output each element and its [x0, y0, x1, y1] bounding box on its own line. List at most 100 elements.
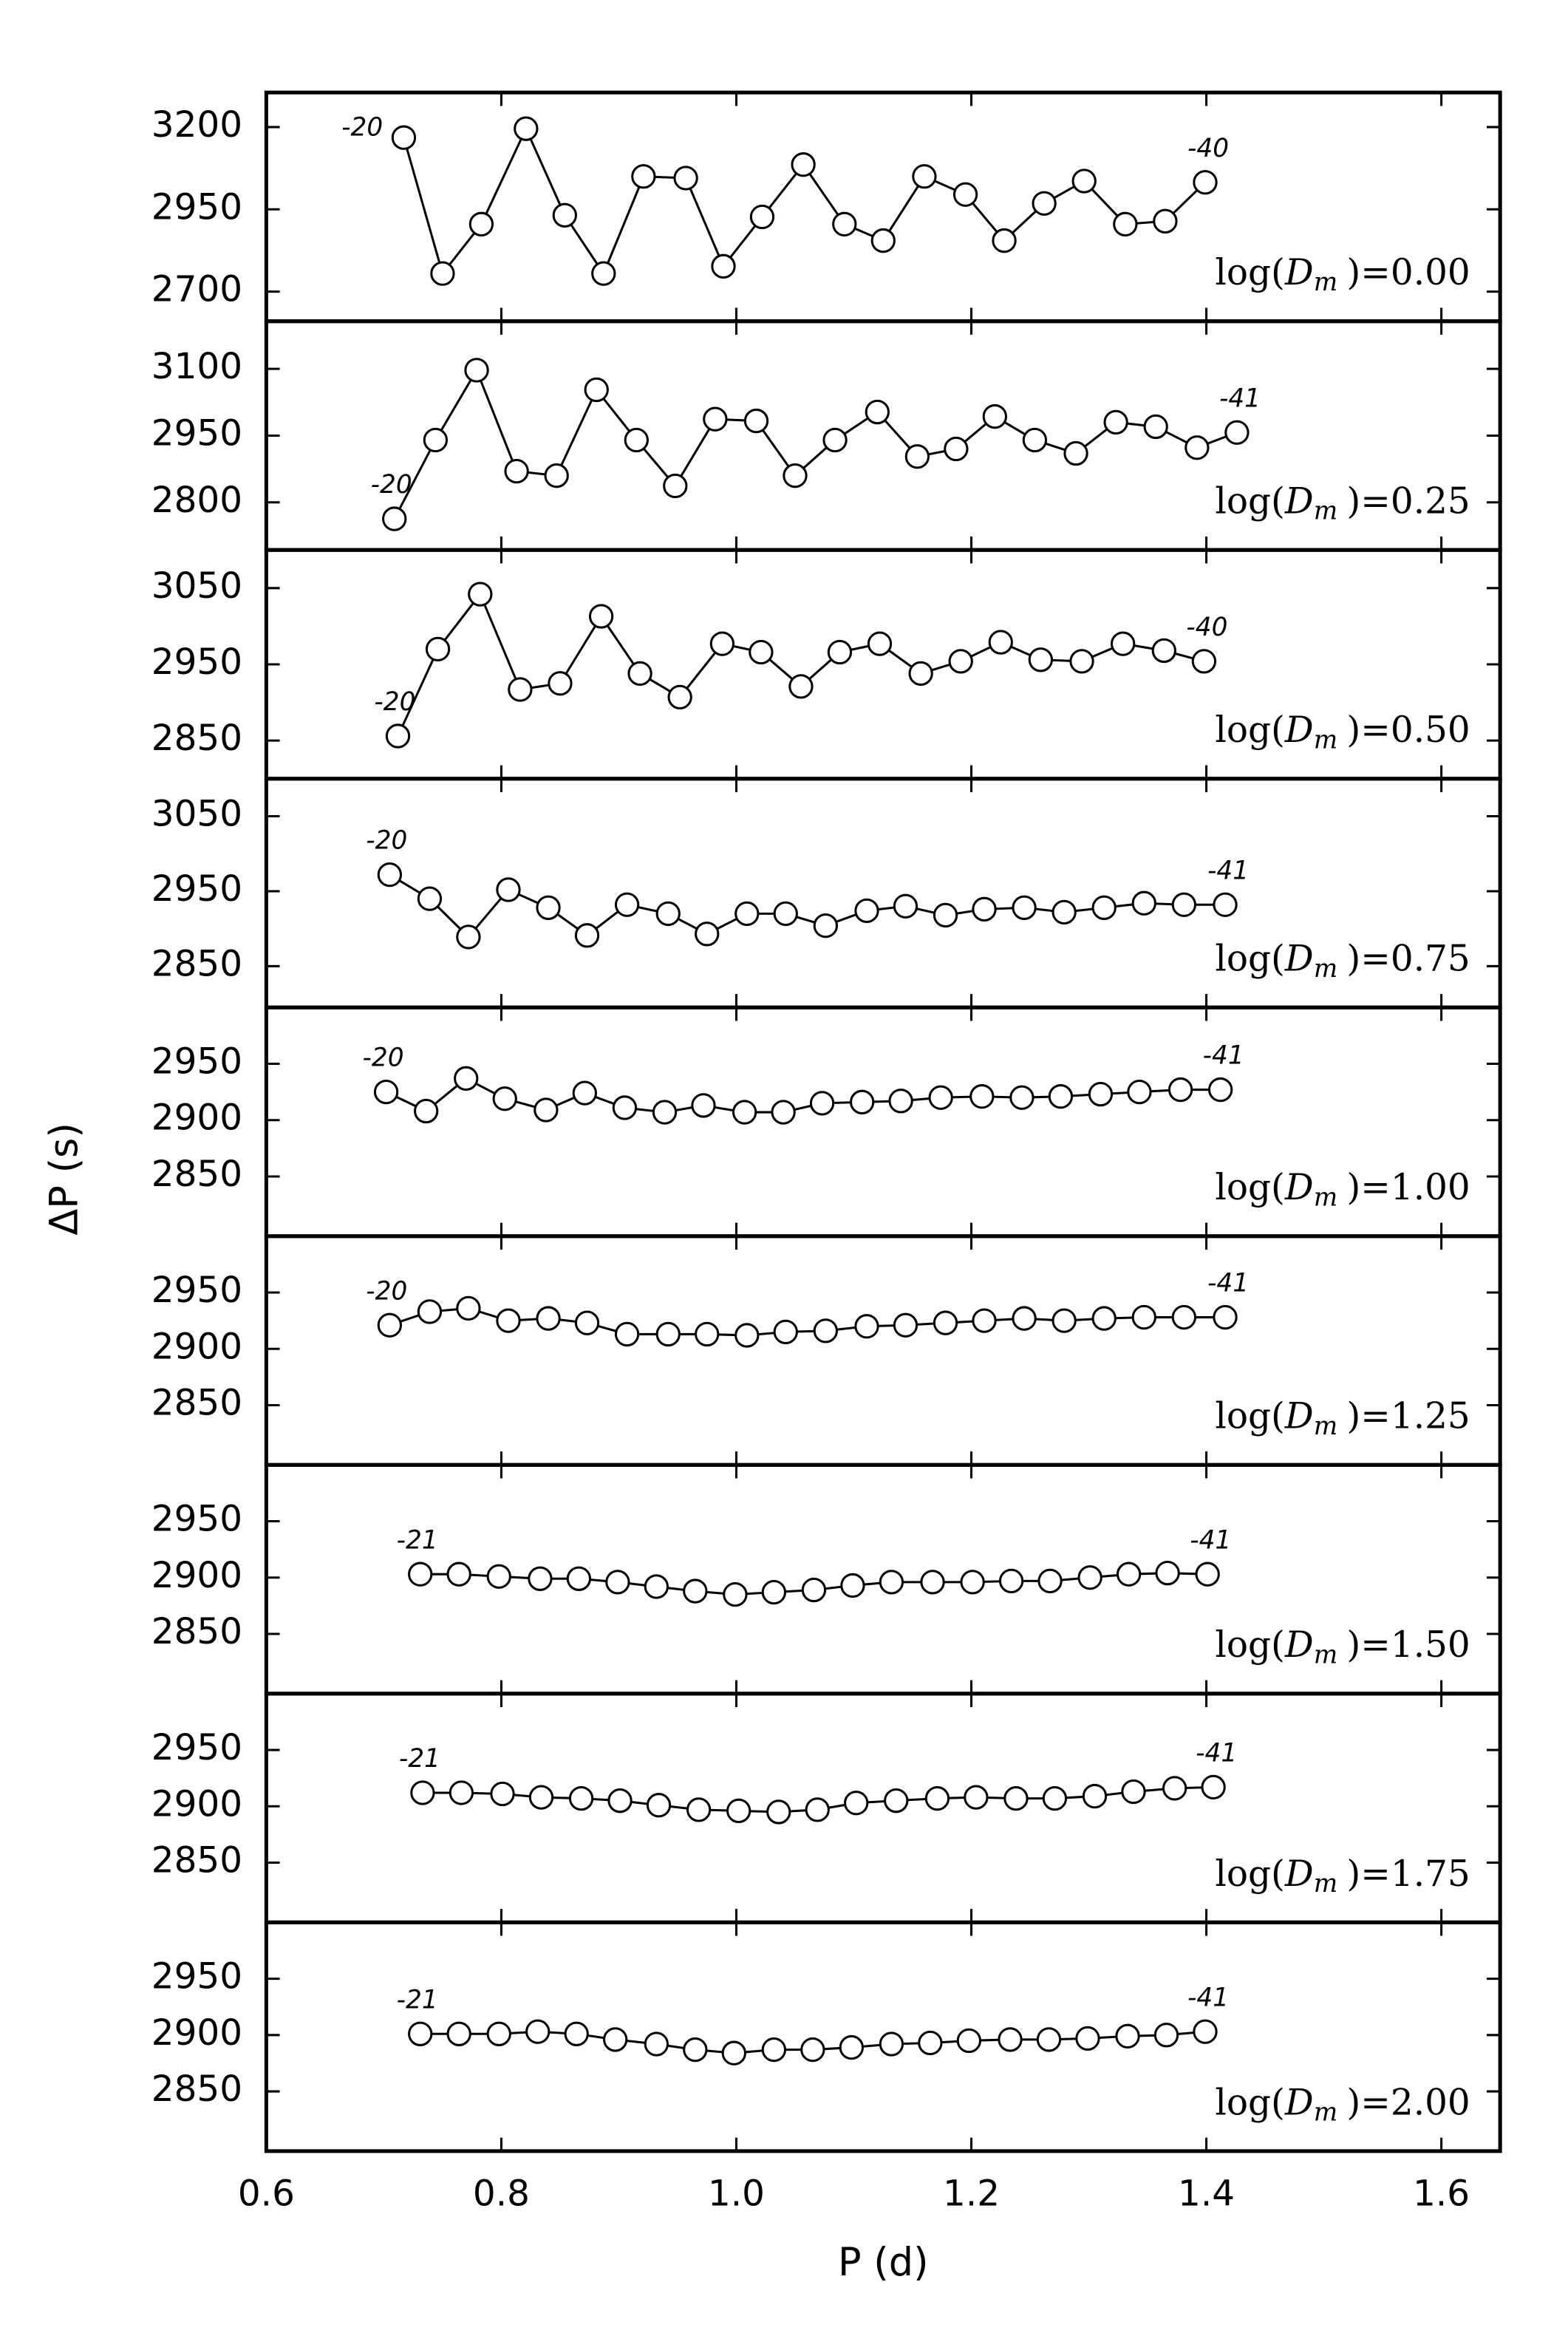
marker [566, 1566, 592, 1591]
marker [928, 1085, 953, 1110]
marker [534, 1097, 559, 1123]
marker [624, 427, 649, 453]
label-var: D [1284, 709, 1314, 751]
marker [564, 2021, 589, 2046]
marker [607, 1788, 633, 1813]
marker [766, 1799, 791, 1825]
label-var: D [1284, 1167, 1314, 1208]
marker [1077, 1565, 1102, 1590]
marker [749, 204, 775, 230]
marker [667, 684, 692, 710]
panel-label: log(Dm)=1.75 [1215, 1853, 1470, 1898]
marker [1224, 420, 1250, 445]
marker [854, 1314, 879, 1339]
y-tick-label: 3100 [151, 346, 242, 387]
y-tick-label: 2950 [151, 1499, 242, 1540]
marker [801, 1577, 827, 1603]
marker [1051, 1308, 1077, 1333]
marker [528, 1566, 553, 1591]
marker [972, 896, 997, 922]
annotation: -20 [341, 113, 383, 143]
marker [373, 1079, 399, 1105]
marker [663, 473, 688, 499]
marker [933, 1310, 958, 1335]
label-var: D [1284, 938, 1314, 979]
marker [879, 1570, 904, 1595]
panel-label: log(Dm)=2.00 [1215, 2082, 1470, 2128]
marker [430, 261, 455, 286]
y-tick-label: 2850 [151, 2068, 242, 2110]
marker [673, 166, 698, 191]
marker [839, 2034, 864, 2060]
marker [1171, 892, 1197, 917]
marker [832, 211, 857, 236]
marker [410, 1780, 435, 1805]
marker [646, 1793, 672, 1818]
y-tick-label: 2950 [151, 186, 242, 228]
marker [614, 1321, 640, 1347]
marker [1193, 2019, 1218, 2044]
y-tick-label: 2900 [151, 1555, 242, 1596]
marker [552, 202, 577, 228]
marker [486, 2021, 511, 2046]
marker [813, 1318, 839, 1343]
panel-label: log(Dm)=0.00 [1215, 252, 1470, 298]
marker [893, 893, 918, 919]
marker [1037, 1568, 1063, 1594]
marker [486, 1564, 511, 1589]
annotation: -20 [366, 1276, 407, 1306]
x-axis-label: P (d) [838, 2240, 929, 2285]
marker [1032, 191, 1057, 216]
marker [1103, 409, 1128, 435]
panel-label: log(Dm)=1.50 [1215, 1624, 1470, 1670]
marker [734, 901, 760, 927]
y-tick-label: 2700 [151, 269, 242, 310]
marker [933, 902, 958, 928]
marker [492, 1086, 517, 1111]
marker [536, 895, 561, 920]
marker [683, 1578, 708, 1604]
marker [655, 1321, 681, 1347]
label-rest: )=0.50 [1346, 709, 1470, 751]
marker [1003, 1785, 1029, 1811]
marker [1116, 1561, 1142, 1587]
marker [496, 1308, 521, 1333]
label-sub: m [1314, 725, 1338, 755]
marker [1111, 631, 1136, 656]
y-tick-label: 2900 [151, 1783, 242, 1825]
annotation: -40 [1186, 613, 1227, 642]
marker [1131, 890, 1156, 916]
y-tick-label: 2800 [151, 480, 242, 521]
marker [449, 1780, 474, 1805]
marker [1191, 649, 1217, 674]
marker [456, 924, 481, 950]
marker [1184, 435, 1210, 460]
marker [1153, 208, 1178, 234]
y-tick-label: 3050 [151, 565, 242, 607]
marker [614, 892, 640, 917]
marker [525, 2019, 550, 2044]
marker [711, 253, 736, 279]
y-tick-label: 2850 [151, 718, 242, 759]
label-sub: m [1314, 497, 1338, 526]
marker [572, 1080, 598, 1106]
marker [408, 2021, 433, 2046]
marker [377, 862, 403, 888]
label-sub: m [1314, 2097, 1338, 2127]
label-rest: )=0.25 [1346, 480, 1470, 522]
marker [1091, 895, 1117, 920]
marker [865, 399, 890, 425]
label-func: log( [1215, 1853, 1285, 1894]
label-func: log( [1215, 1167, 1285, 1208]
label-var: D [1284, 1395, 1314, 1437]
marker [969, 1084, 995, 1109]
series-line [393, 367, 1238, 520]
marker [734, 1323, 760, 1348]
marker [1151, 638, 1176, 664]
label-func: log( [1215, 1624, 1285, 1666]
marker [952, 182, 978, 207]
marker [1193, 170, 1218, 195]
panel-label: log(Dm)=0.25 [1215, 480, 1470, 526]
marker [1131, 1304, 1156, 1330]
marker [417, 1299, 443, 1324]
